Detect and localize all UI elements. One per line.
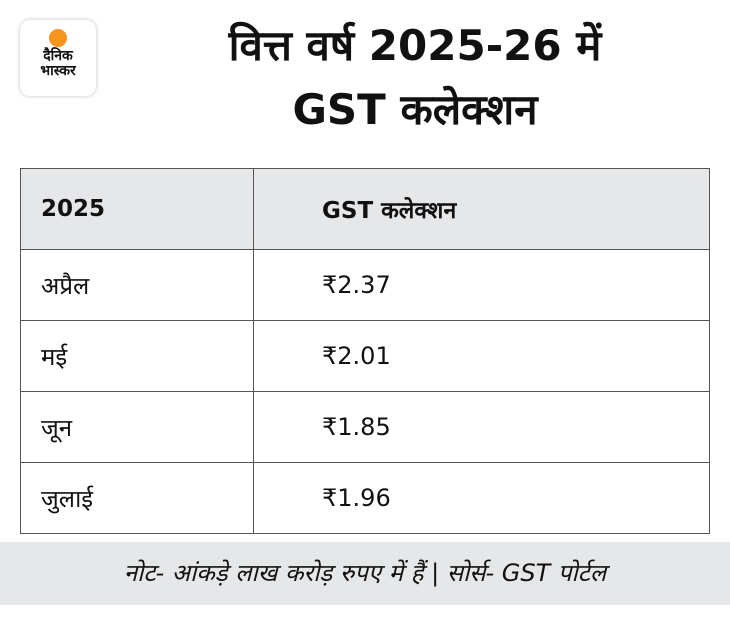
title-line-2: GST कलेक्शन xyxy=(292,85,538,134)
value-cell: ₹1.85 xyxy=(253,391,710,463)
month-cell: अप्रैल xyxy=(20,249,254,321)
month-cell: जून xyxy=(20,391,254,463)
logo-line-1: दैनिक xyxy=(43,48,73,64)
footer-note: नोट- आंकड़े लाख करोड़ रुपए में हैं | सोर… xyxy=(0,542,730,605)
page-title: वित्त वर्ष 2025-26 में GST कलेक्शन xyxy=(100,14,730,142)
value-cell: ₹1.96 xyxy=(253,462,710,534)
header-year: 2025 xyxy=(20,168,254,250)
table-row: अप्रैल ₹2.37 xyxy=(20,249,710,321)
value-cell: ₹2.01 xyxy=(253,320,710,392)
table-row: जुलाई ₹1.96 xyxy=(20,462,710,534)
dainik-bhaskar-logo: दैनिक भास्कर xyxy=(20,20,96,96)
gst-table: 2025 GST कलेक्शन अप्रैल ₹2.37 मई ₹2.01 ज… xyxy=(20,168,710,534)
table-row: मई ₹2.01 xyxy=(20,320,710,392)
header-gst: GST कलेक्शन xyxy=(253,168,710,250)
logo-line-2: भास्कर xyxy=(40,63,76,79)
value-cell: ₹2.37 xyxy=(253,249,710,321)
month-cell: जुलाई xyxy=(20,462,254,534)
title-line-1: वित्त वर्ष 2025-26 में xyxy=(228,21,602,70)
month-cell: मई xyxy=(20,320,254,392)
table-row: जून ₹1.85 xyxy=(20,391,710,463)
sun-icon xyxy=(49,29,67,47)
table-header: 2025 GST कलेक्शन xyxy=(20,168,710,250)
